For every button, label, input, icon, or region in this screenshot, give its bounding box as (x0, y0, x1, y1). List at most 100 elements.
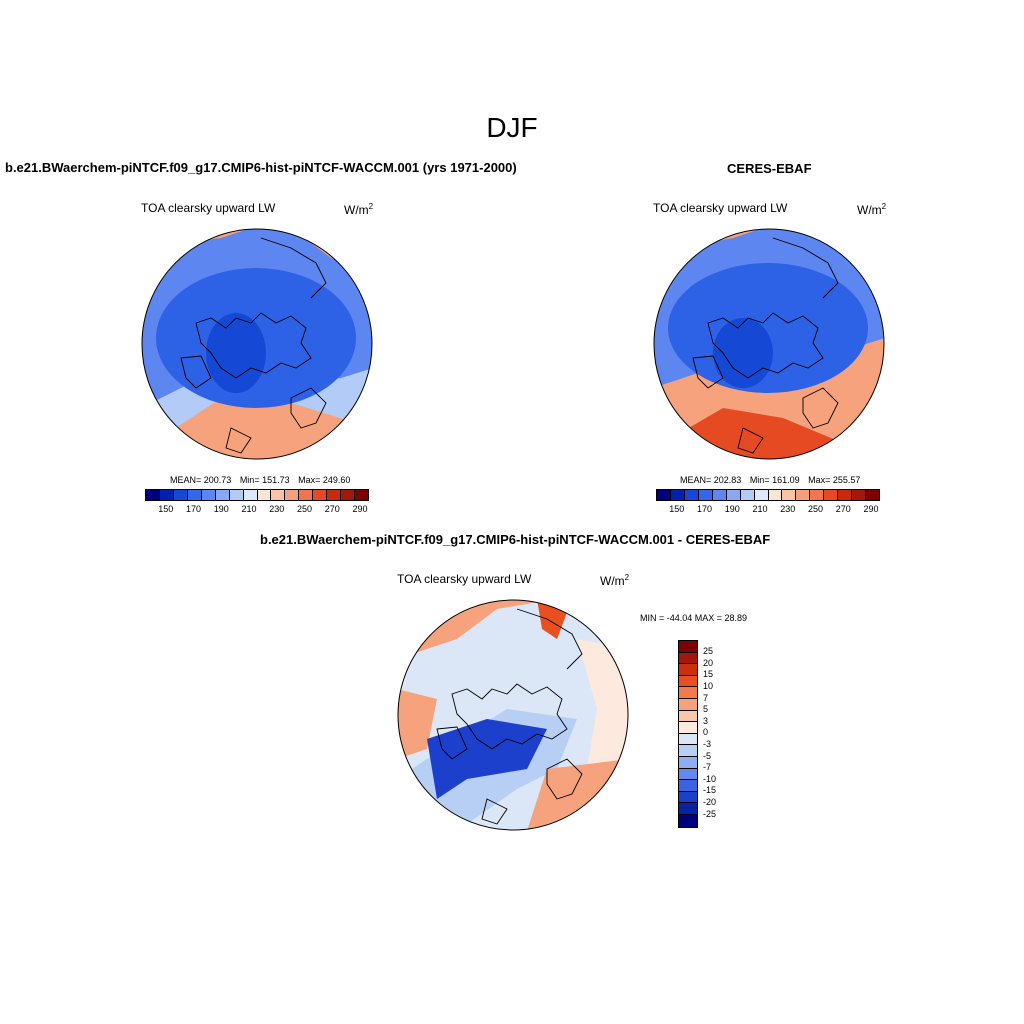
colorbar-tick-label: 270 (324, 504, 340, 514)
colorbar-tick-label: 210 (241, 504, 257, 514)
colorbar-swatch-model (146, 490, 160, 500)
variable-label-diff: TOA clearsky upward LW (397, 572, 532, 586)
colorbar-swatch-diff (679, 652, 697, 665)
colorbar-ticks-obs: 150 170 190 210 230 250 270 290 (656, 504, 880, 516)
colorbar-swatch-diff (679, 814, 697, 827)
stat-max-model: Max= 249.60 (298, 475, 351, 485)
colorbar-tick-label: 7 (703, 692, 709, 703)
colorbar-tick-label: 250 (808, 504, 824, 514)
colorbar-swatch-obs (824, 490, 839, 500)
colorbar-swatch-obs (657, 490, 671, 500)
polar-map-diff (397, 599, 629, 831)
polar-map-obs (653, 228, 885, 460)
colorbar-tick-label: 15 (703, 669, 714, 680)
colorbar-swatch-obs (670, 490, 685, 500)
colorbar-swatch-model (201, 490, 216, 500)
colorbar-diff (678, 640, 698, 828)
map-field-diff (398, 600, 628, 830)
stat-mean-obs: MEAN= 202.83 (680, 475, 742, 485)
colorbar-tick-label: 5 (703, 704, 709, 715)
colorbar-swatch-diff (679, 791, 697, 804)
colorbar-tick-label: 290 (352, 504, 368, 514)
colorbar-swatch-diff (679, 756, 697, 769)
colorbar-tick-label: -20 (703, 796, 717, 807)
colorbar-swatch-obs (866, 490, 879, 500)
colorbar-tick-label: 170 (697, 504, 713, 514)
colorbar-tick-label: 190 (724, 504, 740, 514)
colorbar-swatch-diff (679, 733, 697, 746)
colorbar-tick-label: 230 (269, 504, 285, 514)
colorbar-tick-label: 150 (669, 504, 685, 514)
colorbar-tick-label: 210 (752, 504, 768, 514)
colorbar-swatch-model (243, 490, 258, 500)
colorbar-swatch-model (173, 490, 188, 500)
map-boundary-obs (653, 228, 885, 460)
panel-title-diff: b.e21.BWaerchem-piNTCF.f09_g17.CMIP6-his… (260, 532, 771, 547)
colorbar-tick-label: -7 (703, 762, 712, 773)
units-label-obs: W/m2 (857, 202, 887, 217)
coastlines-obs (692, 237, 839, 454)
colorbar-tick-label: 3 (703, 715, 709, 726)
colorbar-swatch-obs (852, 490, 867, 500)
colorbar-tick-label: 190 (213, 504, 229, 514)
colorbar-swatch-obs (796, 490, 811, 500)
colorbar-tick-label: 25 (703, 646, 714, 657)
colorbar-swatch-model (271, 490, 286, 500)
colorbar-tick-label: 20 (703, 657, 714, 668)
stats-model: MEAN= 200.73 Min= 151.73 Max= 249.60 (170, 475, 356, 485)
colorbar-tick-label: 270 (835, 504, 851, 514)
colorbar-swatch-model (355, 490, 368, 500)
colorbar-tick-label: 170 (186, 504, 202, 514)
colorbar-swatch-diff (679, 698, 697, 711)
colorbar-swatch-diff (679, 745, 697, 757)
colorbar-swatch-model (257, 490, 272, 500)
colorbar-swatch-model (159, 490, 174, 500)
map-boundary-diff (397, 599, 629, 831)
page-title: DJF (486, 112, 538, 143)
colorbar-tick-label: 250 (297, 504, 313, 514)
colorbar-swatch-model (187, 490, 202, 500)
variable-label-obs: TOA clearsky upward LW (653, 201, 788, 215)
colorbar-swatch-diff (679, 675, 697, 688)
stats-diff: MIN = -44.04 MAX = 28.89 (640, 613, 748, 623)
units-label-diff: W/m2 (600, 573, 630, 588)
colorbar-swatch-diff (679, 722, 697, 734)
colorbar-swatch-diff (679, 803, 697, 815)
stat-min-model: Min= 151.73 (239, 475, 290, 485)
colorbar-swatch-obs (782, 490, 797, 500)
map-boundary-model (141, 228, 373, 460)
colorbar-swatch-diff (679, 768, 697, 781)
units-label-model: W/m2 (344, 202, 374, 217)
colorbar-swatch-model (313, 490, 328, 500)
panel-title-model: b.e21.BWaerchem-piNTCF.f09_g17.CMIP6-his… (5, 160, 517, 175)
colorbar-swatch-obs (740, 490, 755, 500)
stat-max-obs: Max= 255.57 (808, 475, 861, 485)
colorbar-tick-label: 150 (158, 504, 174, 514)
colorbar-tick-label: 290 (863, 504, 879, 514)
stat-min-obs: Min= 161.09 (749, 475, 800, 485)
colorbar-obs (656, 489, 880, 501)
coastlines-model (180, 237, 327, 454)
colorbar-tick-label: -3 (703, 738, 712, 749)
colorbar-swatch-diff (679, 664, 697, 676)
colorbar-ticks-model: 150 170 190 210 230 250 270 290 (145, 504, 369, 516)
colorbar-tick-label: -25 (703, 808, 717, 819)
colorbar-swatch-obs (684, 490, 699, 500)
colorbar-swatch-obs (810, 490, 825, 500)
stat-mean-model: MEAN= 200.73 (170, 475, 232, 485)
colorbar-tick-label: 230 (780, 504, 796, 514)
colorbar-swatch-diff (679, 641, 697, 653)
colorbar-swatch-diff (679, 780, 697, 792)
variable-label-model: TOA clearsky upward LW (141, 201, 276, 215)
colorbar-swatch-obs (768, 490, 783, 500)
colorbar-swatch-diff (679, 687, 697, 699)
colorbar-swatch-model (327, 490, 342, 500)
colorbar-tick-label: -10 (703, 773, 717, 784)
colorbar-swatch-model (341, 490, 356, 500)
colorbar-swatch-model (229, 490, 244, 500)
colorbar-swatch-obs (726, 490, 741, 500)
colorbar-swatch-model (299, 490, 314, 500)
colorbar-tick-label: -15 (703, 785, 717, 796)
colorbar-swatch-model (215, 490, 230, 500)
colorbar-tick-label: 0 (703, 727, 709, 738)
